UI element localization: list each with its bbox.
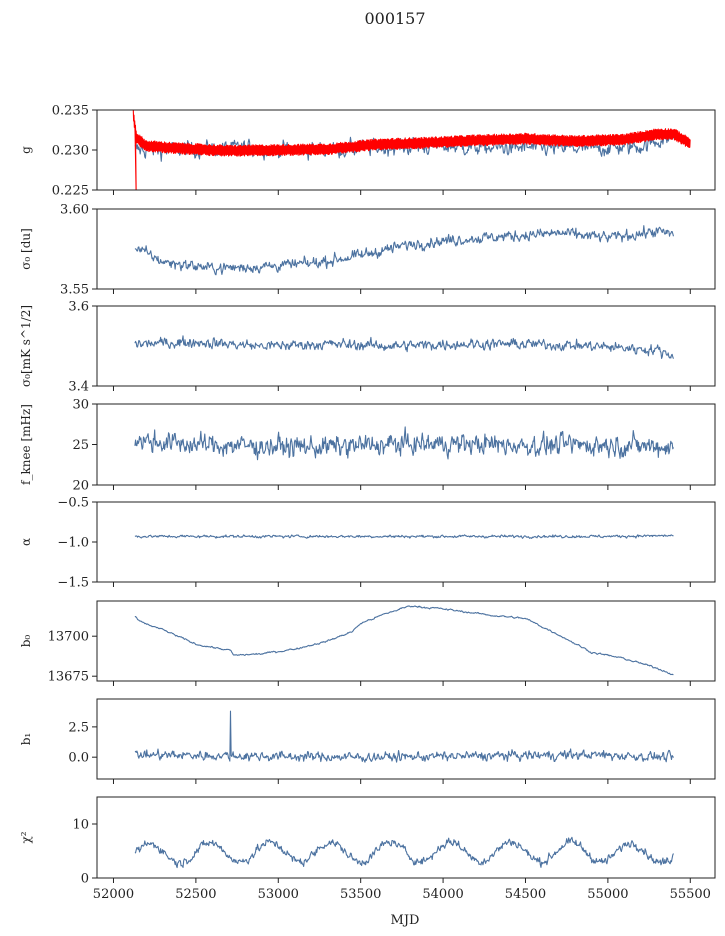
plot-area-2 <box>134 225 675 276</box>
axes-frame-7 <box>96 698 716 780</box>
y-tick-label-7-1: 0.0 <box>68 751 89 766</box>
y-tick-label-3-1: 3.4 <box>68 380 89 395</box>
plot-area-5 <box>134 534 674 539</box>
plot-area-6 <box>134 605 674 676</box>
y-tick-label-5-3: −0.5 <box>57 496 89 511</box>
y-tick-label-3-2: 3.6 <box>68 300 89 315</box>
figure-title: 000157 <box>364 9 425 28</box>
panel-7: 0.0 2.5 b₁ <box>19 698 716 784</box>
y-tick-label-8-1: 0 <box>81 872 89 887</box>
axes-frame-3 <box>96 305 716 387</box>
panels-group: 0.225 0.230 0.235 g 3.55 3.60 σ₀ [du] 3.4 3.6 σ₀[… <box>19 104 716 902</box>
plot-area-1 <box>132 110 691 190</box>
x-tick-label-1: 52000 <box>93 887 134 902</box>
x-tick-label-8: 55500 <box>670 887 711 902</box>
series-line-5-1 <box>134 534 674 539</box>
series-line-7-1 <box>134 710 674 763</box>
panel-4: 20 25 30 f_knee [mHz] <box>19 398 716 494</box>
axes-frame-5 <box>96 501 716 583</box>
y-axis-label-2: σ₀ [du] <box>19 228 33 270</box>
panel-6: 13675 13700 b₀ <box>19 600 716 686</box>
y-axis-label-1: g <box>19 146 33 154</box>
y-tick-label-6-2: 13700 <box>48 630 89 645</box>
y-tick-label-1-2: 0.230 <box>52 144 89 159</box>
panel-8: 0 10 χ² 52000 52500 53000 53500 54000 54500 55000… <box>19 796 716 902</box>
x-tick-label-5: 54000 <box>422 887 463 902</box>
panel-1: 0.225 0.230 0.235 g <box>19 104 716 199</box>
y-axis-label-7: b₁ <box>19 733 33 746</box>
y-tick-label-5-2: −1.0 <box>57 536 89 551</box>
series-line-3-1 <box>134 335 674 360</box>
y-axis-label-6: b₀ <box>19 635 33 648</box>
panel-5: −1.5 −1.0 −0.5 α <box>19 496 716 591</box>
series-line-2-1 <box>134 225 675 276</box>
y-tick-label-8-2: 10 <box>72 818 89 833</box>
axes-frame-2 <box>96 208 716 290</box>
plot-area-8 <box>134 836 674 869</box>
x-tick-label-2: 52500 <box>175 887 216 902</box>
plot-area-3 <box>134 335 674 360</box>
y-axis-label-4: f_knee [mHz] <box>19 404 33 485</box>
y-tick-label-6-1: 13675 <box>48 670 89 685</box>
series-line-8-1 <box>134 836 674 869</box>
y-tick-label-1-3: 0.235 <box>52 104 89 119</box>
y-tick-label-2-1: 3.55 <box>60 283 89 298</box>
x-tick-label-4: 53500 <box>340 887 381 902</box>
x-tick-label-7: 55000 <box>587 887 628 902</box>
y-tick-label-4-2: 25 <box>72 438 89 453</box>
x-tick-label-3: 53000 <box>258 887 299 902</box>
y-tick-label-5-1: −1.5 <box>57 576 89 591</box>
panel-2: 3.55 3.60 σ₀ [du] <box>19 203 716 298</box>
x-axis-label: MJD <box>391 913 420 928</box>
series-line-6-1 <box>134 605 674 676</box>
y-tick-label-1-1: 0.225 <box>52 184 89 199</box>
y-axis-label-8: χ² <box>19 831 33 843</box>
plot-area-4 <box>134 426 674 461</box>
panel-3: 3.4 3.6 σ₀[mK s^1/2] <box>19 300 716 395</box>
y-tick-label-7-2: 2.5 <box>68 720 89 735</box>
x-tick-label-6: 54500 <box>505 887 546 902</box>
y-tick-label-4-1: 20 <box>72 479 89 494</box>
y-tick-label-2-2: 3.60 <box>60 203 89 218</box>
axes-frame-8 <box>96 796 716 879</box>
y-axis-label-3: σ₀[mK s^1/2] <box>19 305 33 387</box>
y-tick-label-4-3: 30 <box>72 398 89 413</box>
series-line-4-1 <box>134 426 674 461</box>
plot-area-7 <box>134 710 674 763</box>
series-line-1-2 <box>132 110 691 190</box>
y-axis-label-5: α <box>19 538 33 546</box>
axes-frame-6 <box>96 600 716 682</box>
